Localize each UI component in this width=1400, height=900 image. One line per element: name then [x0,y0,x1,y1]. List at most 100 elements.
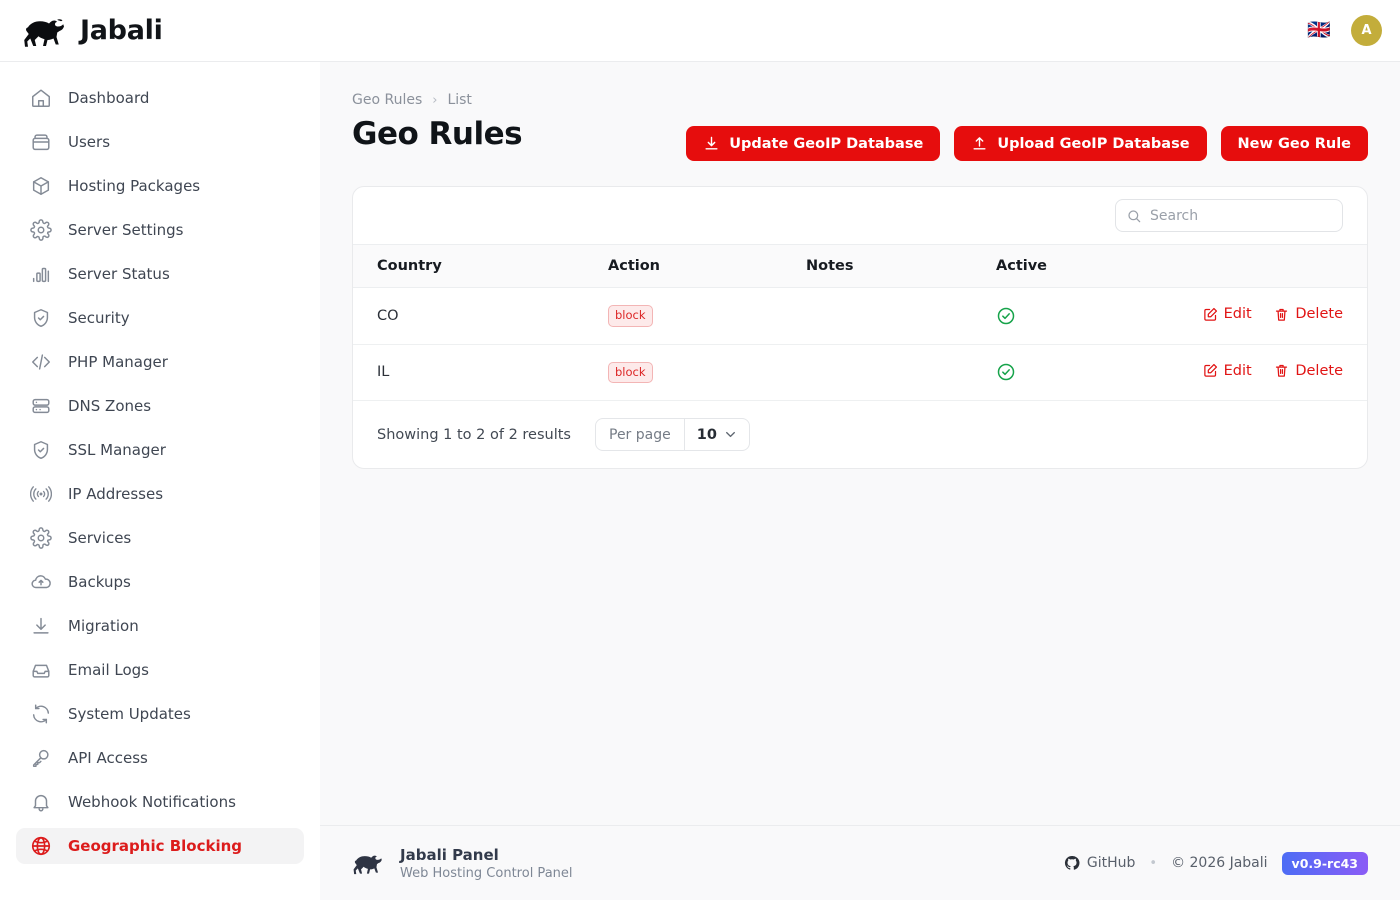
card-toolbar [353,187,1367,244]
inbox-icon [32,664,50,678]
geo-rules-card: Country Action Notes Active CO block [352,186,1368,469]
results-count: Showing 1 to 2 of 2 results [377,426,571,443]
gear-icon [30,219,52,241]
table-row[interactable]: CO block Edit [353,287,1367,345]
edit-pencil-icon [1203,363,1217,377]
edit-pencil-icon [1203,307,1217,321]
sidebar-item-dns-zones[interactable]: DNS Zones [16,388,304,424]
cell-action: block [608,287,806,345]
key-icon [32,749,49,767]
update-geoip-database-button[interactable]: Update GeoIP Database [686,126,941,161]
sidebar-item-email-logs[interactable]: Email Logs [16,652,304,688]
cell-country: IL [353,344,608,401]
cell-country: CO [353,287,608,345]
per-page-label: Per page [609,426,671,443]
shield-check-icon [33,441,49,459]
geo-rules-table: Country Action Notes Active CO block [353,244,1367,401]
home-icon [32,89,50,107]
per-page-control[interactable]: Per page 10 [595,418,750,451]
sidebar-item-system-updates[interactable]: System Updates [16,696,304,732]
status-badge: block [608,361,653,383]
footer-subtitle: Web Hosting Control Panel [400,865,573,881]
sidebar-item-security[interactable]: Security [16,300,304,336]
sidebar-item-server-settings[interactable]: Server Settings [16,212,304,248]
sidebar-item-geographic-blocking[interactable]: Geographic Blocking [16,828,304,864]
new-geo-rule-button[interactable]: New Geo Rule [1220,126,1368,161]
trash-icon [1276,364,1288,377]
sidebar-item-label: Migration [68,617,139,635]
brand[interactable]: Jabali [22,14,163,48]
sidebar-item-services[interactable]: Services [16,520,304,556]
footer-brand-text: Jabali Panel Web Hosting Control Panel [400,846,573,881]
column-header-active[interactable]: Active [996,244,1196,288]
delete-button[interactable]: Delete [1274,363,1343,379]
github-link[interactable]: GitHub [1064,855,1136,871]
page-actions: Update GeoIP Database Upload GeoIP Datab… [686,116,1368,161]
pagination-bar: Showing 1 to 2 of 2 results Per page 10 [353,401,1367,468]
sidebar-item-label: Security [68,309,130,327]
sidebar-item-ip-addresses[interactable]: IP Addresses [16,476,304,512]
sidebar-item-webhook-notifications[interactable]: Webhook Notifications [16,784,304,820]
column-header-action[interactable]: Action [608,244,806,288]
cell-row-actions: Edit Delete [1196,287,1367,345]
edit-label: Edit [1223,362,1252,379]
sidebar-item-label: IP Addresses [68,485,164,503]
edit-button[interactable]: Edit [1203,306,1252,322]
cell-notes [806,287,996,345]
table-row[interactable]: IL block Edit [353,344,1367,401]
button-label: Upload GeoIP Database [997,135,1190,152]
cloud-upload-icon [31,575,51,589]
version-badge: v0.9-rc43 [1281,851,1368,875]
avatar[interactable]: A [1351,15,1382,46]
sidebar-item-ssl-manager[interactable]: SSL Manager [16,432,304,468]
edit-button[interactable]: Edit [1203,363,1252,379]
copyright: © 2026 Jabali [1171,855,1268,871]
button-label: New Geo Rule [1237,135,1351,152]
breadcrumb-parent[interactable]: Geo Rules [352,92,423,108]
sidebar-item-backups[interactable]: Backups [16,564,304,600]
bell-icon [33,794,49,812]
search-icon [1128,209,1141,222]
per-page-select[interactable]: 10 [683,419,749,450]
table-head: Country Action Notes Active [353,244,1367,288]
sidebar-item-migration[interactable]: Migration [16,608,304,644]
column-header-country[interactable]: Country [353,244,608,288]
users-box-icon [32,134,50,151]
column-header-notes[interactable]: Notes [806,244,996,288]
search-input[interactable] [1116,200,1342,231]
delete-label: Delete [1295,362,1343,379]
top-bar: Jabali 🇬🇧 A [0,0,1400,62]
trash-icon [1276,308,1288,321]
boar-icon [24,18,64,47]
sidebar-item-users[interactable]: Users [16,124,304,160]
sidebar-item-label: DNS Zones [68,397,152,415]
cell-active [996,287,1196,345]
sidebar-item-label: PHP Manager [68,353,168,371]
united-kingdom-flag-icon[interactable]: 🇬🇧 [1307,19,1331,41]
cell-action: block [608,344,806,401]
page-footer: Jabali Panel Web Hosting Control Panel G… [320,825,1400,900]
sidebar-item-label: Users [68,133,111,151]
sidebar-item-dashboard[interactable]: Dashboard [16,80,304,116]
sidebar-item-php-manager[interactable]: PHP Manager [16,344,304,380]
sidebar-item-label: Dashboard [68,89,150,107]
sidebar-item-label: Server Settings [68,221,184,239]
per-page-value: 10 [696,426,717,443]
upload-geoip-database-button[interactable]: Upload GeoIP Database [954,126,1207,161]
table-header-row: Country Action Notes Active [353,244,1367,288]
footer-separator: • [1149,855,1158,871]
cell-active [996,344,1196,401]
sidebar-item-label: Email Logs [68,661,149,679]
server-stack-icon [32,398,50,414]
sidebar-item-api-access[interactable]: API Access [16,740,304,776]
cell-row-actions: Edit Delete [1196,344,1367,401]
delete-button[interactable]: Delete [1274,306,1343,322]
github-label: GitHub [1086,855,1136,871]
page-title: Geo Rules [352,116,523,152]
sidebar-item-hosting-packages[interactable]: Hosting Packages [16,168,304,204]
sidebar-item-server-status[interactable]: Server Status [16,256,304,292]
search-box[interactable] [1115,199,1343,232]
sidebar: Dashboard Users Hosting Packages Server … [0,62,320,900]
cell-notes [806,344,996,401]
chevron-right-icon: › [432,92,438,108]
